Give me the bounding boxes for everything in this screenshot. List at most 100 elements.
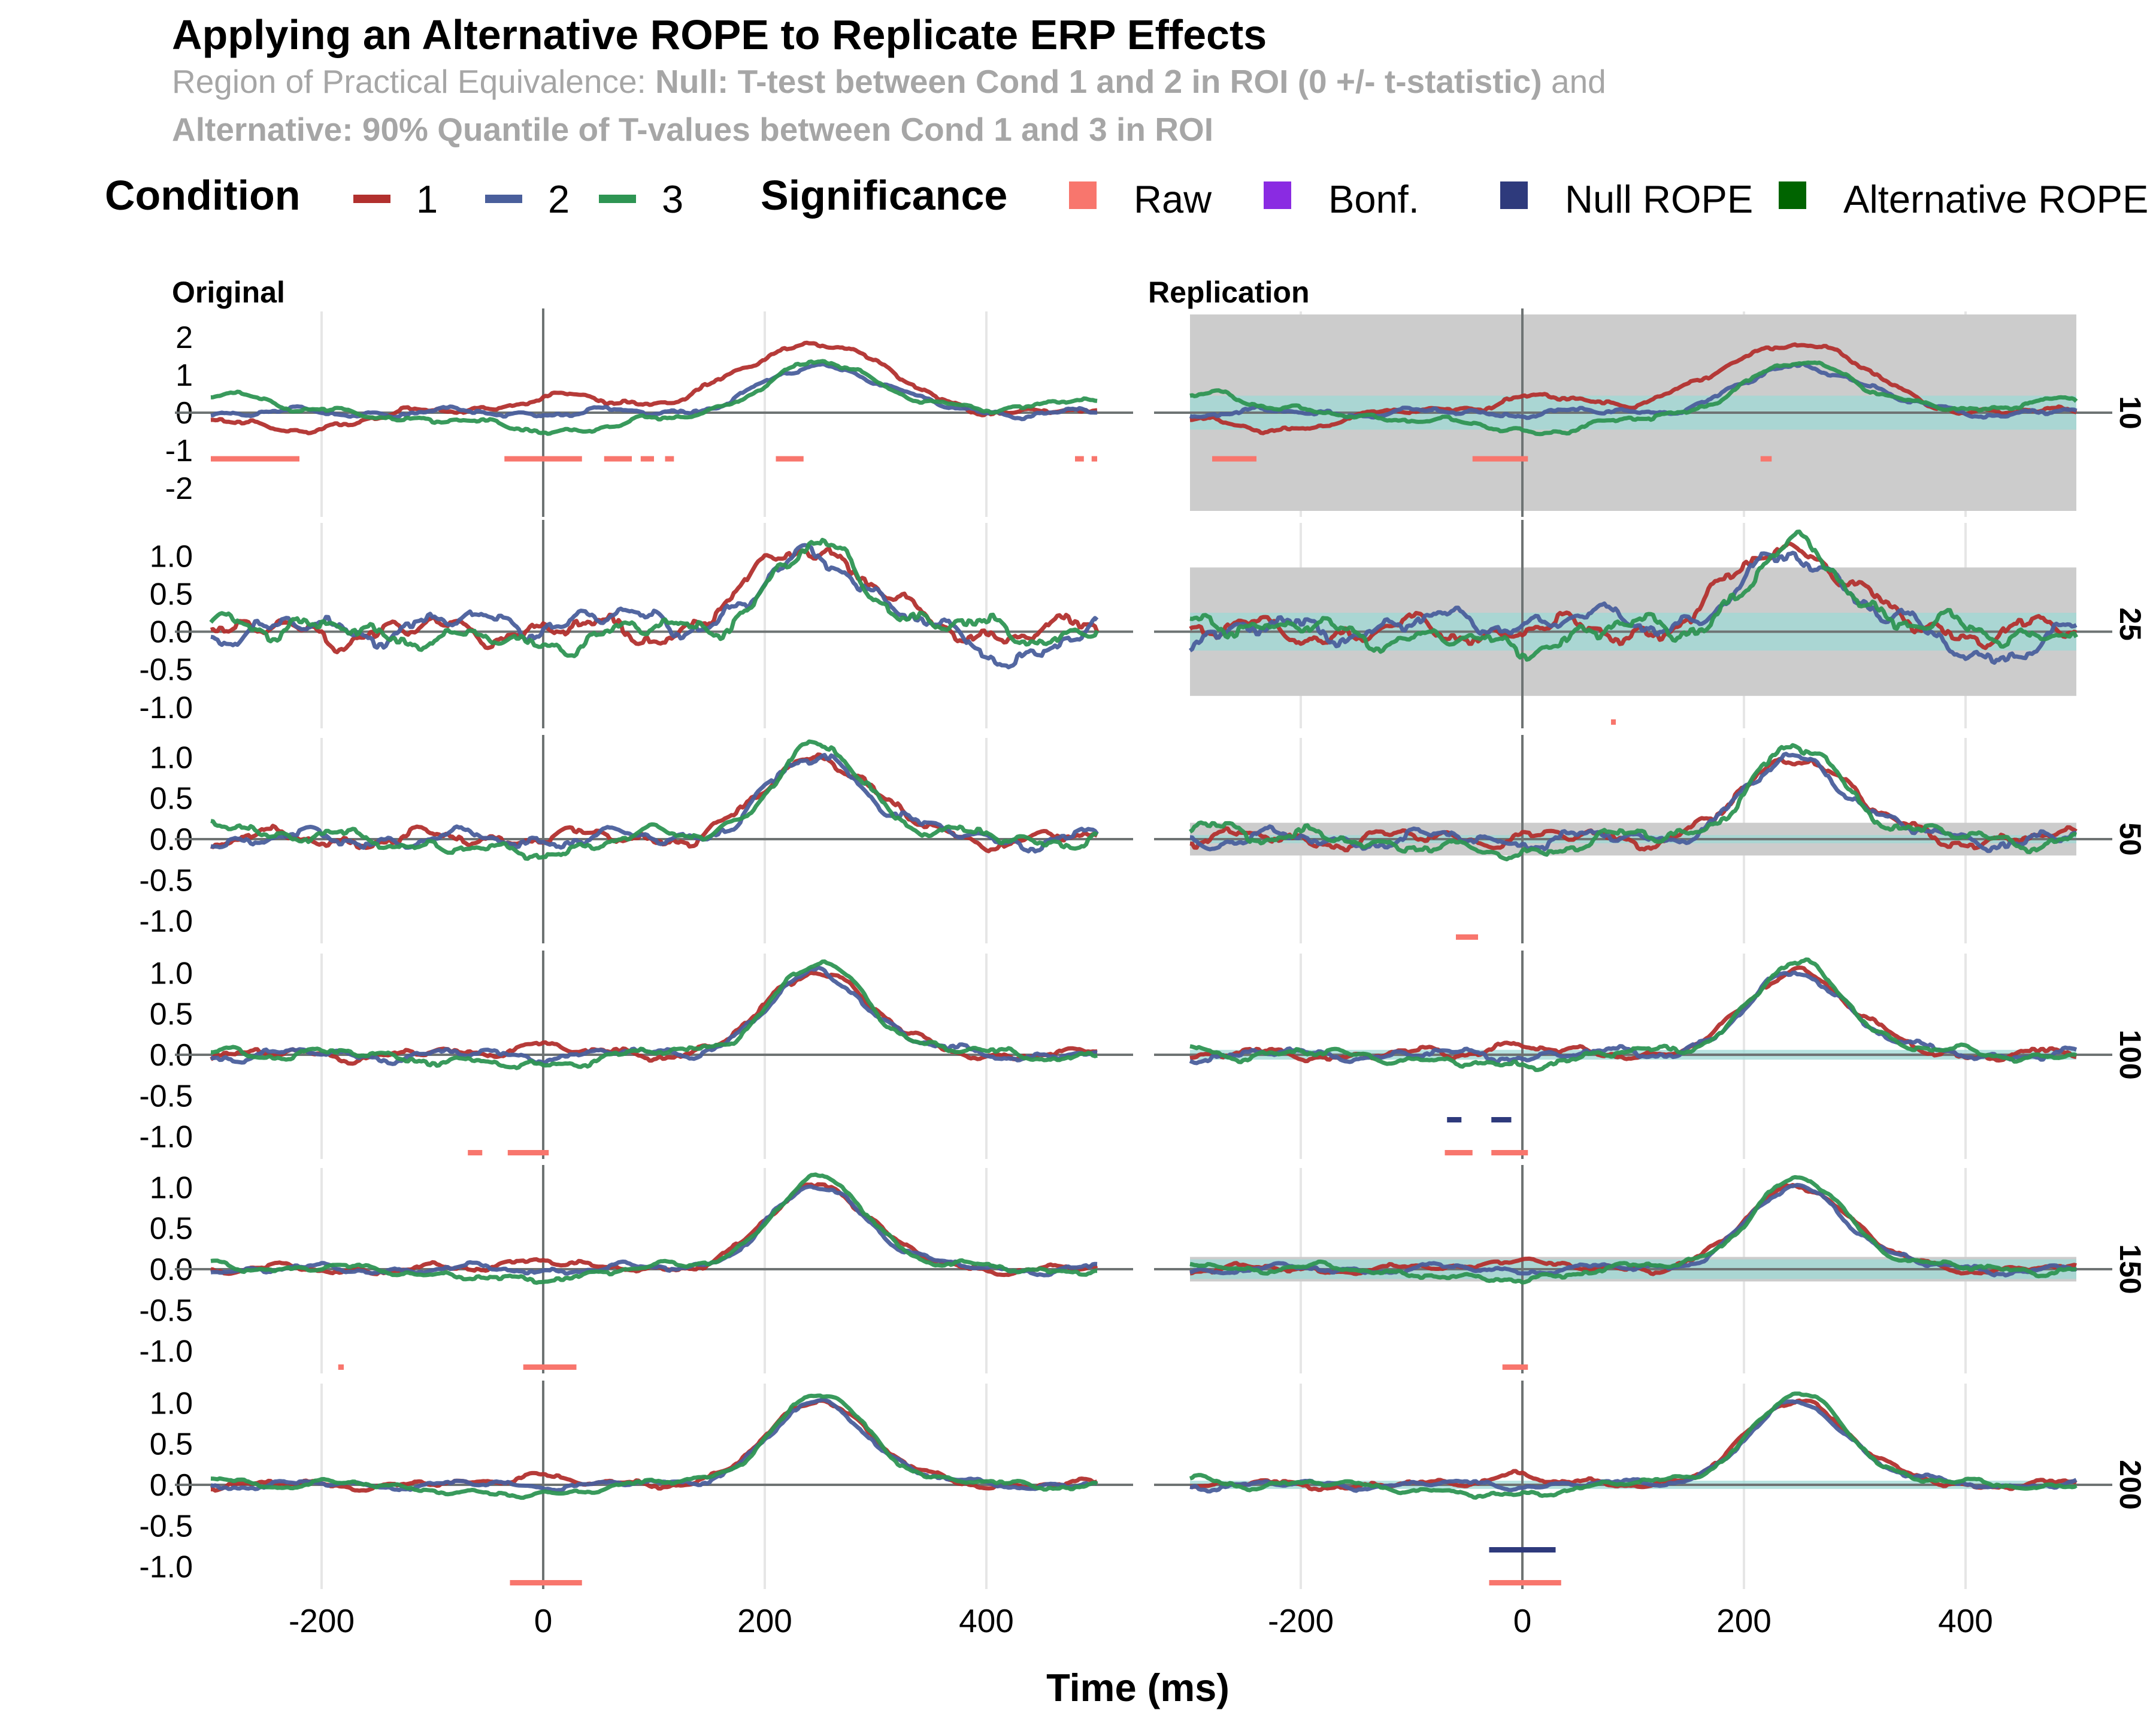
legend: Condition 1 2 3 Significance Raw Bonf. Null … (105, 172, 2148, 221)
x-tick-label: 0 (534, 1602, 553, 1639)
series-condition-3 (1189, 957, 2078, 1072)
y-tick-label: -1.0 (139, 1334, 193, 1369)
y-tick-label: 0.5 (150, 577, 193, 612)
sig-raw-marker (1456, 934, 1478, 940)
chart-subtitle-line2: Alternative: 90% Quantile of T-values be… (172, 111, 1213, 148)
subtitle-prefix: Region of Practical Equivalence: (172, 63, 655, 100)
row-strip-100: 100 (2113, 1030, 2147, 1079)
legend-sig-bonf-key (1264, 181, 1291, 209)
series-condition-3 (210, 1393, 1098, 1500)
legend-condition-2-label: 2 (548, 177, 570, 221)
chart-title: Applying an Alternative ROPE to Replicat… (172, 11, 1267, 58)
y-tick-label: -2 (165, 471, 193, 506)
panel-replication-25 (1154, 520, 2112, 728)
series-condition-2 (210, 1397, 1098, 1493)
sig-raw-marker (1091, 456, 1097, 462)
y-tick-label: 1.0 (150, 1386, 193, 1421)
legend-sig-null-rope-label: Null ROPE (1565, 177, 1753, 221)
series-condition-3 (210, 1172, 1097, 1285)
series-condition-3 (1189, 1175, 2077, 1285)
series-condition-1 (211, 1399, 1098, 1493)
x-tick-label: 200 (1716, 1602, 1772, 1639)
series-condition-3 (1189, 1391, 2078, 1500)
y-tick-label: 2 (175, 320, 193, 355)
sig-null-rope-marker (1447, 1117, 1462, 1122)
y-tick-label: 0.5 (150, 782, 193, 816)
panel-replication-100 (1154, 951, 2112, 1159)
sig-raw-marker (507, 1150, 549, 1155)
sig-raw-marker (1489, 1580, 1561, 1585)
panel-original-10 (175, 308, 1133, 517)
sig-raw-marker (523, 1364, 577, 1370)
y-tick-label: -0.5 (139, 653, 193, 688)
sig-null-rope-marker (1489, 1547, 1556, 1552)
sig-raw-marker (504, 456, 582, 462)
y-tick-label: -1.0 (139, 1550, 193, 1585)
sig-raw-marker (1075, 456, 1084, 462)
x-axis-title: Time (ms) (1046, 1666, 1230, 1709)
panel-original-50 (175, 735, 1133, 943)
y-tick-label: 0.5 (150, 1212, 193, 1246)
sig-raw-marker (1502, 1364, 1528, 1370)
sig-raw-marker (510, 1580, 582, 1585)
sig-raw-marker (468, 1150, 483, 1155)
row-strip-50: 50 (2113, 822, 2147, 856)
panels: -2-101210-1.0-0.50.00.51.025-1.0-0.50.00… (139, 308, 2147, 1639)
sig-raw-marker (640, 456, 654, 462)
panel-original-25 (175, 520, 1133, 728)
series-condition-1 (1190, 1398, 2078, 1493)
series-condition-1 (1189, 541, 2077, 650)
legend-sig-null-rope-key (1500, 181, 1528, 209)
sig-raw-marker (1472, 456, 1528, 462)
series-condition-3 (1189, 743, 2077, 862)
row-strip-25: 25 (2113, 607, 2147, 641)
y-tick-label: -1.0 (139, 904, 193, 939)
panel-replication-50 (1154, 735, 2112, 943)
y-tick-label: 0.5 (150, 997, 193, 1032)
series-condition-2 (1189, 1399, 2078, 1494)
series-condition-1 (210, 340, 1098, 435)
legend-condition-3-label: 3 (662, 177, 683, 221)
legend-sig-alternative-rope-label: Alternative ROPE (1843, 177, 2148, 221)
y-tick-label: -1 (165, 434, 193, 468)
panel-original-100 (175, 951, 1133, 1159)
y-tick-label: -0.5 (139, 863, 193, 898)
legend-conditions: 1 2 3 (353, 177, 683, 221)
panel-replication-150 (1154, 1165, 2112, 1373)
sig-raw-marker (1445, 1150, 1473, 1155)
y-tick-label: -0.5 (139, 1293, 193, 1328)
x-tick-label: 400 (1938, 1602, 1993, 1639)
series-condition-3 (210, 359, 1098, 436)
y-tick-label: 1.0 (150, 539, 193, 574)
sig-raw-marker (1611, 719, 1616, 725)
x-tick-label: 400 (959, 1602, 1014, 1639)
x-tick-label: 0 (1513, 1602, 1532, 1639)
series-condition-3 (210, 959, 1098, 1070)
panel-replication-10 (1154, 308, 2112, 517)
row-strip-10: 10 (2113, 396, 2147, 429)
sig-null-rope-marker (1491, 1117, 1512, 1122)
series-condition-2 (210, 753, 1099, 854)
series-condition-3 (209, 537, 1100, 658)
legend-condition-1-label: 1 (416, 177, 438, 221)
legend-significance: Raw Bonf. Null ROPE Alternative ROPE (1069, 177, 2148, 221)
y-tick-label: -0.5 (139, 1509, 193, 1544)
y-tick-label: 1 (175, 358, 193, 393)
panel-replication-200: -200 0 200 400 (1154, 1381, 2112, 1639)
y-tick-label: 0.5 (150, 1427, 193, 1462)
row-strip-150: 150 (2113, 1244, 2147, 1294)
panel-original-150 (175, 1165, 1133, 1373)
legend-sig-bonf-label: Bonf. (1328, 177, 1419, 221)
series-condition-3 (1189, 529, 2079, 662)
subtitle-suffix: and (1542, 63, 1606, 100)
legend-title-condition: Condition (105, 172, 301, 219)
subtitle-null-text: Null: T-test between Cond 1 and 2 in ROI… (655, 63, 1542, 100)
sig-raw-marker (211, 456, 299, 462)
legend-sig-alternative-rope-key (1779, 181, 1806, 209)
sig-raw-marker (1491, 1150, 1528, 1155)
legend-sig-raw-key (1069, 181, 1097, 209)
sig-raw-marker (1760, 456, 1772, 462)
y-tick-label: -1.0 (139, 691, 193, 725)
x-tick-label: -200 (1268, 1602, 1334, 1639)
